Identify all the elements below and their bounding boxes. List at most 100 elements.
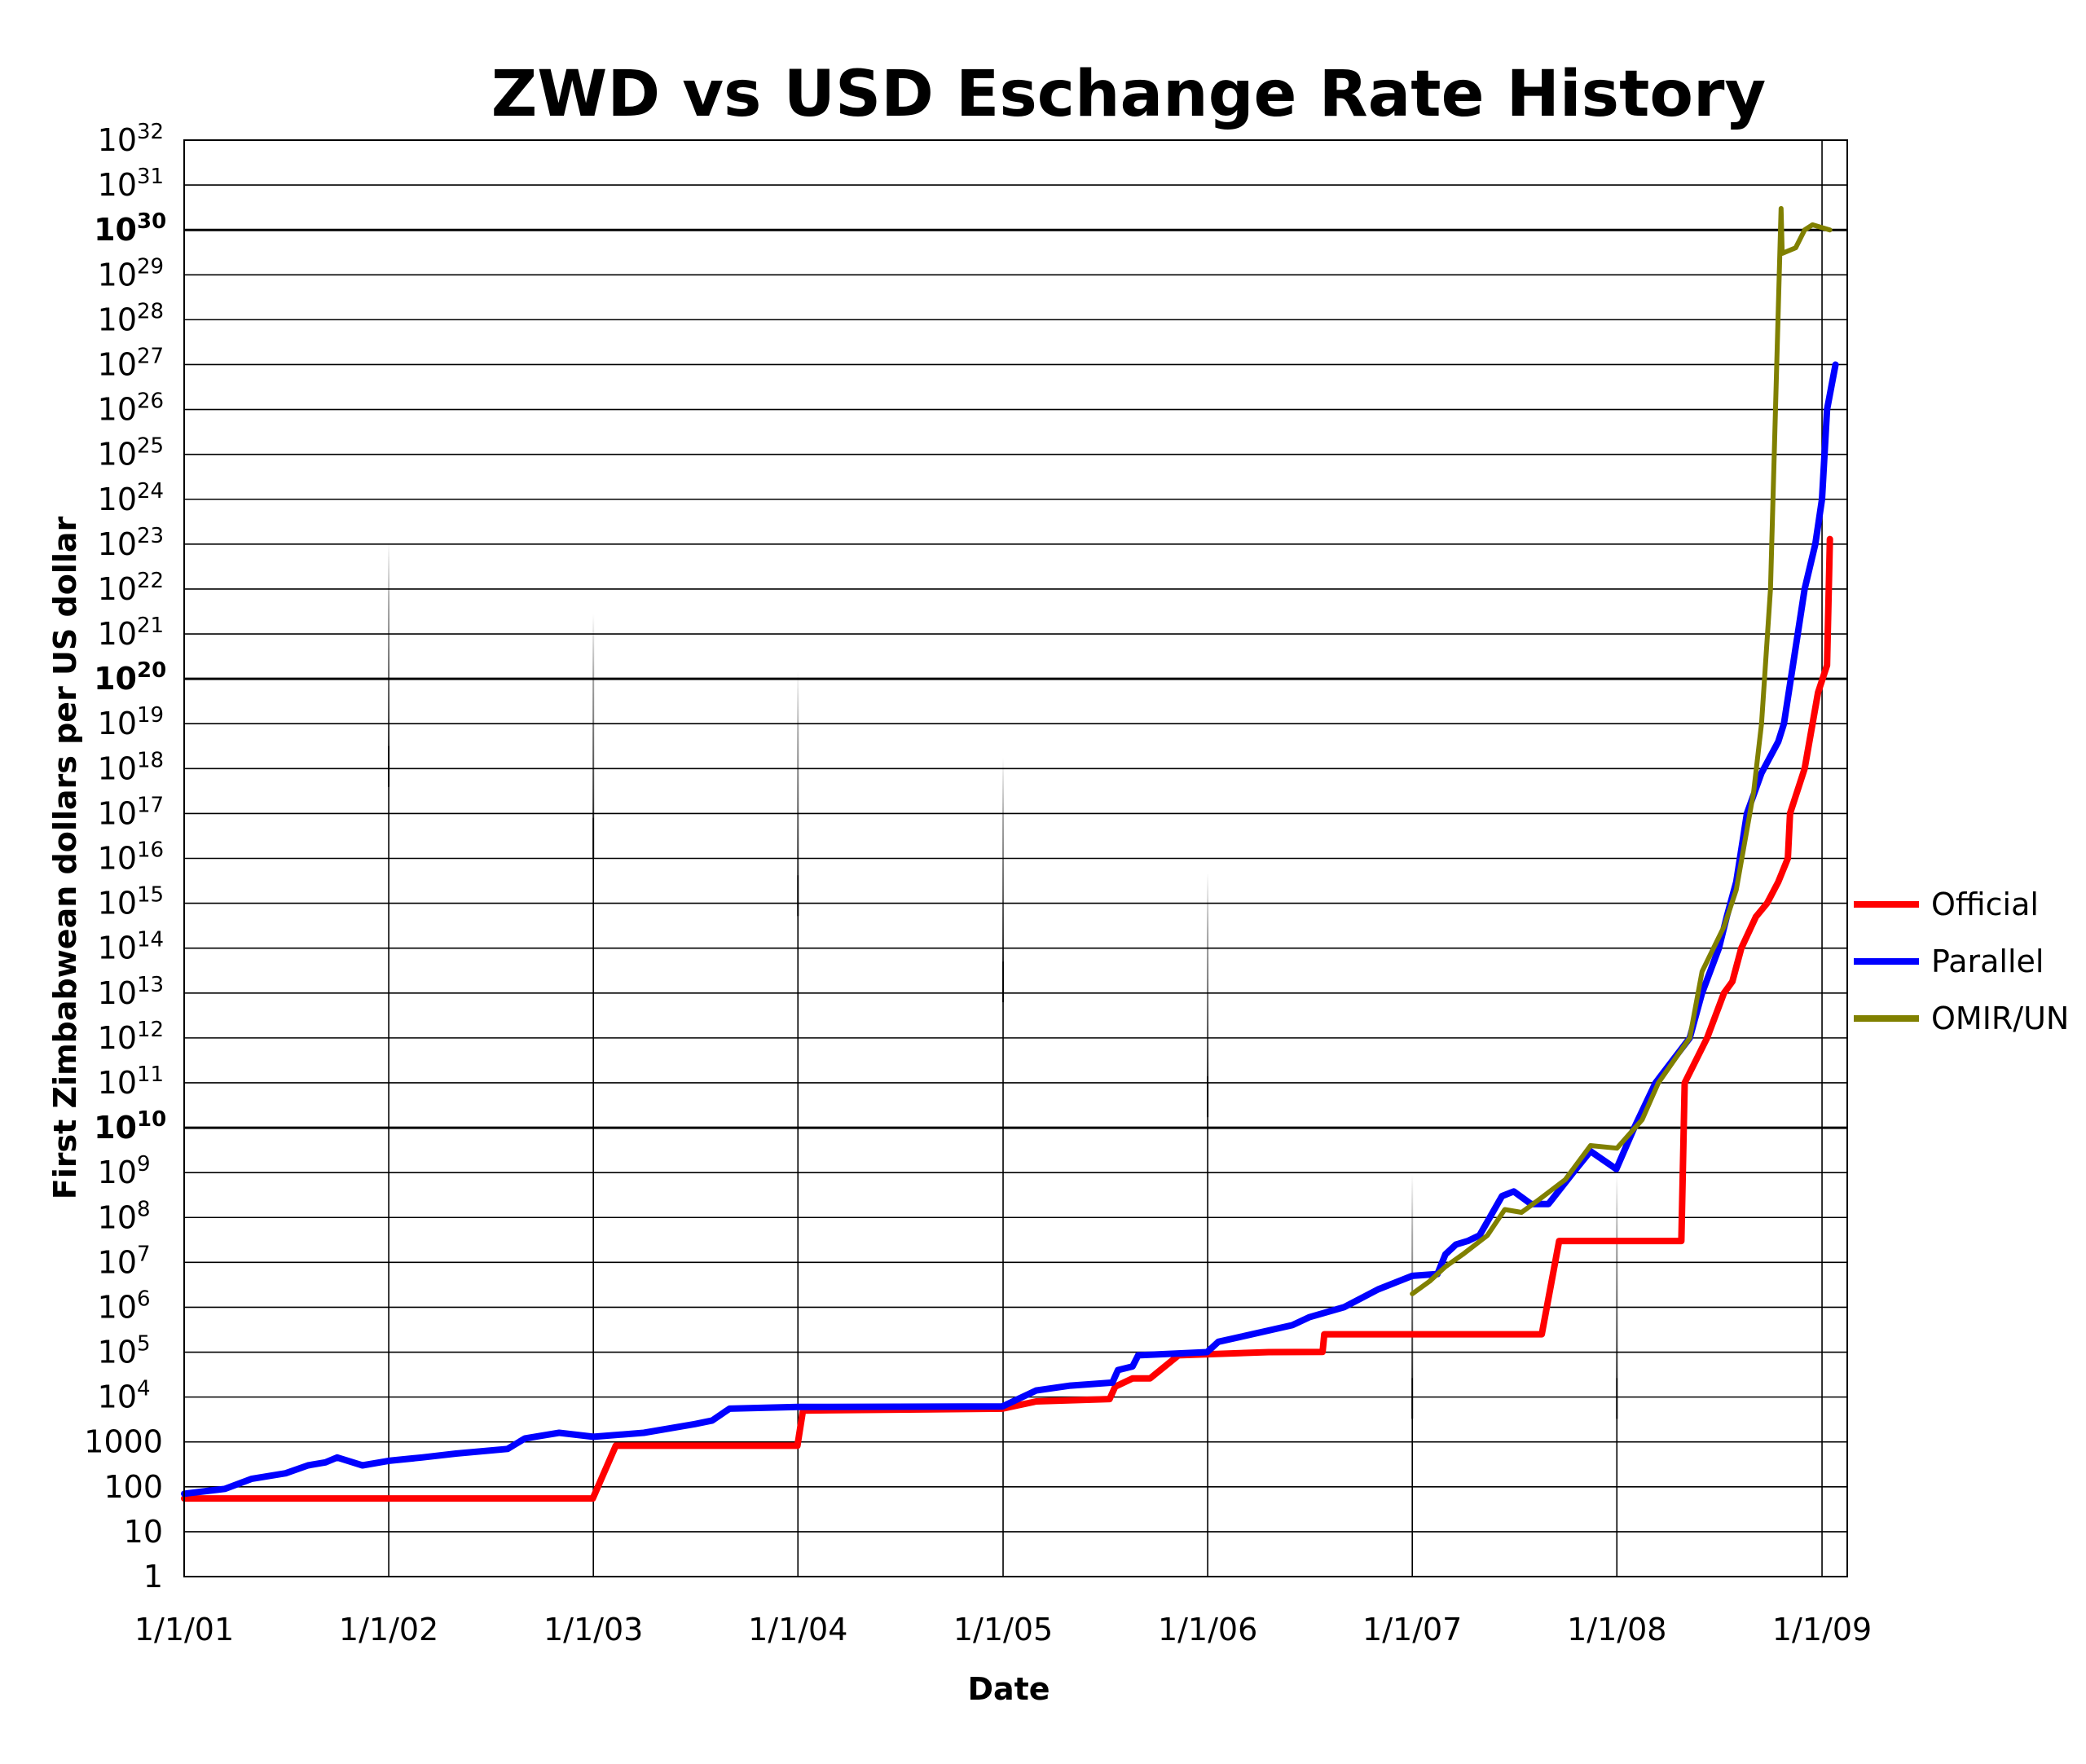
y-tick-label: 10 24 [98, 479, 164, 517]
legend-item: OMIR/UN [1854, 1001, 2069, 1036]
y-tick-base: 10 [98, 167, 137, 203]
y-tick-label: 10 30 [94, 209, 166, 248]
y-tick-label: 10 27 [98, 344, 164, 382]
y-tick-base: 10 [98, 1335, 137, 1370]
y-tick-base: 10 [98, 1379, 137, 1415]
chart-title: ZWD vs USD Eschange Rate History [491, 58, 1767, 131]
legend-item: Parallel [1854, 944, 2044, 979]
legend: Official Parallel OMIR/UN [1854, 886, 2069, 1036]
y-tick-label: 10 15 [98, 883, 164, 922]
y-tick-base: 10 [98, 1289, 137, 1325]
y-tick-exponent: 17 [137, 793, 164, 817]
y-tick-label: 10 10 [94, 1107, 166, 1146]
y-tick-base: 10 [98, 482, 137, 517]
x-gridline-fade [1411, 1174, 1414, 1419]
y-tick-exponent: 24 [137, 479, 164, 504]
y-axis-label: First Zimbabwean dollars per US dollar [47, 517, 83, 1200]
x-axis-ticks: 1/1/01 1/1/02 1/1/03 1/1/04 1/1/05 1/1/06 1/1/… [134, 1612, 1872, 1647]
y-tick-label: 10 17 [98, 793, 164, 831]
y-tick-label: 10 6 [98, 1287, 151, 1325]
gridlines [184, 139, 1847, 1577]
x-gridline-fade [1207, 873, 1209, 1118]
y-tick-exponent: 18 [137, 748, 164, 772]
x-tick-label: 1/1/01 [134, 1612, 234, 1647]
y-tick-base: 10 [98, 795, 137, 831]
y-tick-exponent: 22 [137, 569, 164, 593]
y-tick-label: 1 [143, 1559, 163, 1595]
y-tick-base: 10 [98, 571, 137, 607]
y-tick-exponent: 32 [137, 120, 164, 144]
x-tick-label: 1/1/02 [339, 1612, 438, 1647]
y-tick-base: 10 [98, 122, 137, 158]
y-tick-base: 10 [98, 706, 137, 741]
y-tick-exponent: 10 [137, 1107, 166, 1132]
y-tick-base: 10 [98, 975, 137, 1011]
y-tick-exponent: 28 [137, 299, 164, 323]
y-tick-label: 10 8 [98, 1197, 151, 1235]
y-tick-label: 10 9 [98, 1152, 151, 1190]
y-tick-exponent: 8 [137, 1197, 151, 1221]
y-tick-label: 10 32 [98, 120, 164, 158]
y-tick-base: 10 [124, 1514, 163, 1550]
y-tick-base: 10 [98, 301, 137, 337]
y-tick-base: 10 [98, 437, 137, 473]
x-gridline-fade [1002, 758, 1005, 1003]
y-tick-label: 10 26 [98, 389, 164, 428]
y-tick-label: 10 [124, 1514, 163, 1550]
y-tick-exponent: 13 [137, 973, 164, 997]
y-tick-label: 1000 [84, 1424, 163, 1460]
y-tick-exponent: 29 [137, 254, 164, 279]
y-tick-exponent: 26 [137, 389, 164, 414]
legend-label: Parallel [1931, 944, 2044, 979]
y-tick-exponent: 19 [137, 703, 164, 728]
y-tick-base: 1 [143, 1559, 163, 1595]
y-tick-base: 10 [98, 346, 137, 382]
y-tick-label: 10 25 [98, 434, 164, 473]
y-tick-base: 10 [98, 1020, 137, 1056]
y-tick-label: 10 21 [98, 614, 164, 652]
y-tick-label: 10 12 [98, 1018, 164, 1056]
x-tick-label: 1/1/05 [953, 1612, 1053, 1647]
y-tick-base: 10 [98, 1199, 137, 1235]
x-gridline-fade [1616, 1174, 1618, 1419]
series-lines [181, 205, 1839, 1502]
y-tick-base: 10 [98, 257, 137, 293]
y-tick-exponent: 5 [137, 1332, 151, 1357]
y-tick-exponent: 23 [137, 524, 164, 548]
y-tick-base: 10 [98, 1065, 137, 1101]
x-tick-label: 1/1/04 [748, 1612, 847, 1647]
y-tick-base: 100 [103, 1469, 163, 1505]
x-gridline-fade [388, 542, 390, 787]
y-tick-exponent: 14 [137, 928, 164, 952]
y-tick-base: 10 [98, 886, 137, 922]
y-tick-label: 10 7 [98, 1242, 151, 1280]
y-tick-label: 10 18 [98, 748, 164, 786]
y-tick-base: 10 [98, 841, 137, 877]
y-tick-label: 10 19 [98, 703, 164, 741]
plot-frame [183, 139, 1848, 1577]
y-tick-exponent: 6 [137, 1287, 151, 1311]
y-tick-exponent: 25 [137, 434, 164, 459]
y-tick-label: 10 5 [98, 1332, 151, 1370]
y-tick-exponent: 21 [137, 614, 164, 638]
y-tick-label: 10 13 [98, 973, 164, 1011]
series-line-official [181, 535, 1833, 1502]
y-tick-label: 10 14 [98, 928, 164, 966]
y-tick-exponent: 30 [137, 209, 166, 234]
y-tick-label: 10 11 [98, 1062, 164, 1101]
x-tick-label: 1/1/06 [1158, 1612, 1257, 1647]
y-tick-label: 10 16 [98, 838, 164, 877]
x-tick-label: 1/1/07 [1362, 1612, 1462, 1647]
y-tick-exponent: 31 [137, 165, 164, 189]
x-tick-label: 1/1/09 [1772, 1612, 1872, 1647]
y-tick-label: 10 22 [98, 569, 164, 607]
legend-label: OMIR/UN [1931, 1001, 2069, 1036]
y-tick-label: 10 4 [98, 1377, 151, 1415]
x-axis-label: Date [967, 1671, 1050, 1707]
y-tick-base: 10 [98, 1244, 137, 1280]
y-tick-exponent: 4 [137, 1377, 151, 1401]
y-tick-exponent: 15 [137, 883, 164, 908]
y-tick-base: 10 [94, 661, 137, 697]
y-tick-base: 10 [98, 930, 137, 966]
